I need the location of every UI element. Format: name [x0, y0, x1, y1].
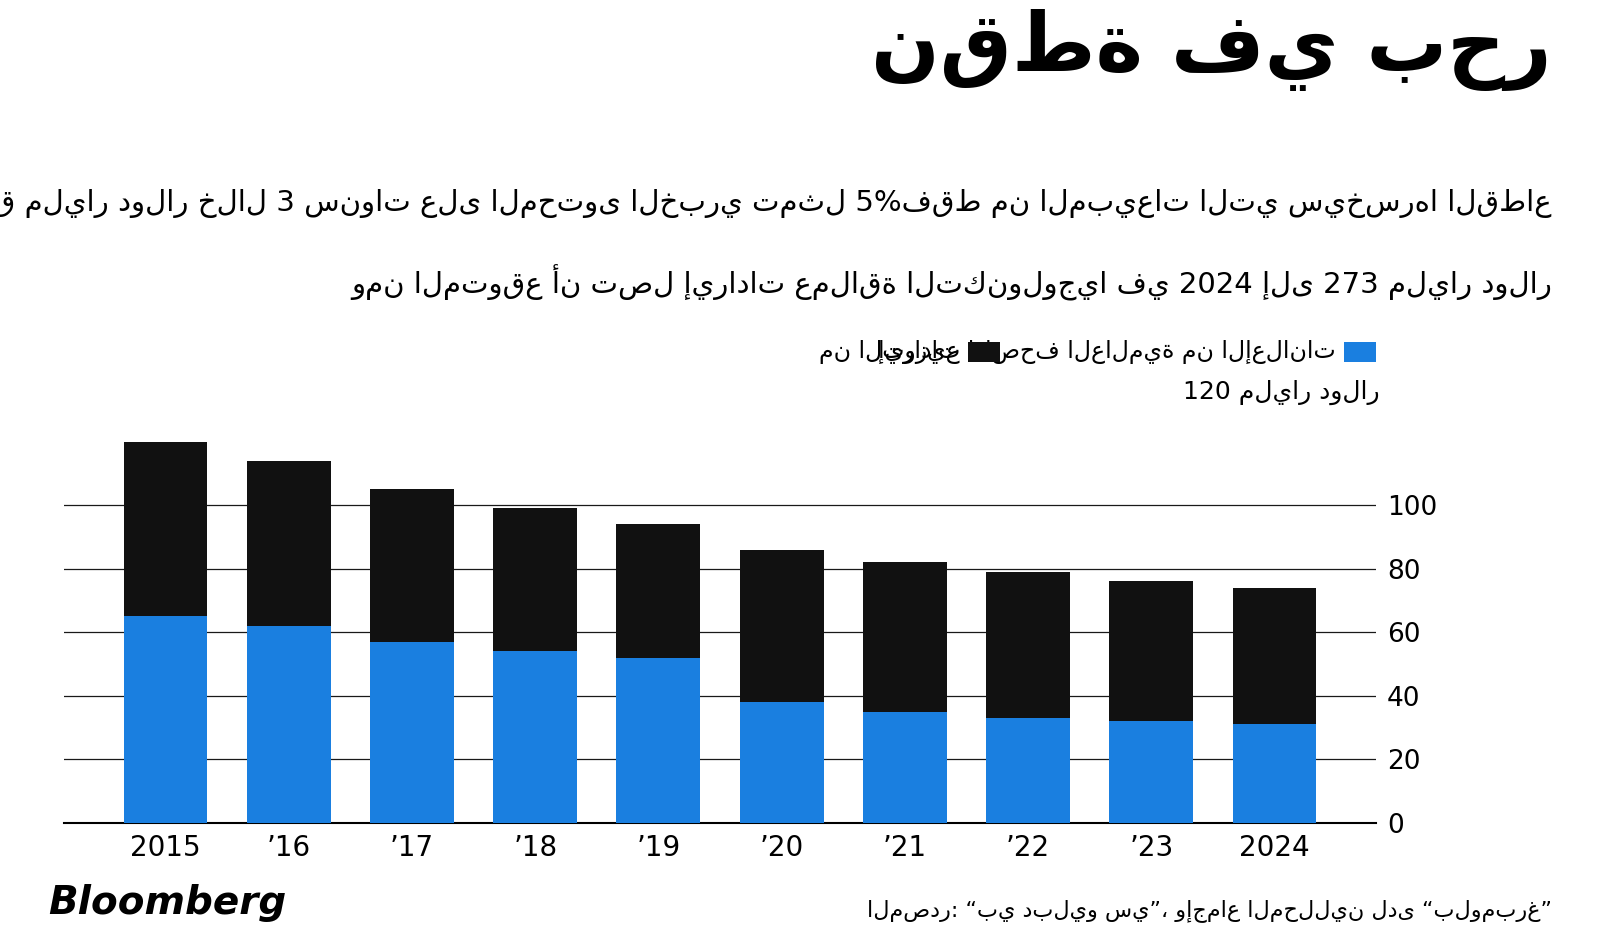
- Bar: [246, 461, 331, 626]
- Bar: [862, 711, 947, 823]
- Bar: [370, 641, 454, 823]
- Bar: [123, 442, 208, 617]
- Bar: [1232, 725, 1317, 823]
- Bar: [616, 657, 701, 823]
- Bar: [493, 508, 578, 652]
- Text: من التوزيع: من التوزيع: [819, 340, 960, 364]
- Bar: [1232, 587, 1317, 725]
- Bar: [1109, 582, 1194, 721]
- Text: المصدر: “بي دبليو سي”، وإجماع المحللين لدى “بلومبرغ”: المصدر: “بي دبليو سي”، وإجماع المحللين ل…: [867, 900, 1552, 922]
- Bar: [739, 702, 824, 823]
- Bar: [616, 524, 701, 657]
- Bar: [493, 652, 578, 823]
- Bar: [246, 626, 331, 823]
- Bar: [1109, 721, 1194, 823]
- Bar: [986, 718, 1070, 823]
- Bar: [123, 617, 208, 823]
- Text: نقطة في بحر: نقطة في بحر: [872, 9, 1552, 92]
- Text: ومن المتوقع أن تصل إيرادات عملاقة التكنولوجيا في 2024 إلى 273 مليار دولار: ومن المتوقع أن تصل إيرادات عملاقة التكنو…: [350, 265, 1552, 302]
- Text: Bloomberg: Bloomberg: [48, 885, 286, 922]
- Bar: [739, 550, 824, 702]
- Text: 120 مليار دولار: 120 مليار دولار: [1182, 379, 1379, 405]
- Text: خطة “غوغل” لإنفاق مليار دولار خلال 3 سنوات على المحتوى الخبري تمثل 5%فقط من المب: خطة “غوغل” لإنفاق مليار دولار خلال 3 سنو…: [0, 189, 1552, 219]
- Bar: [862, 562, 947, 711]
- Text: إيرادات الصحف العالمية من الإعلانات: إيرادات الصحف العالمية من الإعلانات: [878, 340, 1336, 364]
- Bar: [986, 572, 1070, 718]
- Bar: [370, 489, 454, 641]
